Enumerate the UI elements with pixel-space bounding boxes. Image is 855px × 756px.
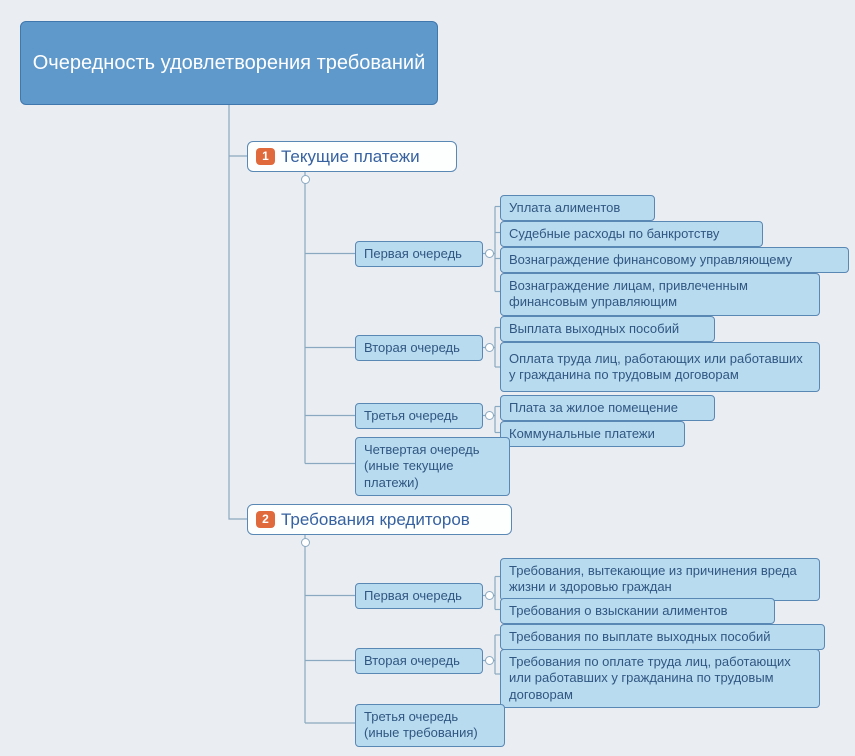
item-node: Плата за жилое помещение — [500, 395, 715, 421]
queue-label: Третья очередь — [364, 408, 458, 424]
item-label: Вознаграждение финансовому управляющему — [509, 252, 792, 268]
queue-label: Вторая очередь — [364, 653, 460, 669]
item-node: Коммунальные платежи — [500, 421, 685, 447]
queue-label: Вторая очередь — [364, 340, 460, 356]
collapse-handle[interactable] — [485, 656, 494, 665]
item-node: Уплата алиментов — [500, 195, 655, 221]
item-node: Вознаграждение лицам, привлеченным финан… — [500, 273, 820, 316]
item-node: Оплата труда лиц, работающих или работав… — [500, 342, 820, 392]
queue-node[interactable]: Четвертая очередь (иные текущие платежи) — [355, 437, 510, 496]
item-node: Требования по выплате выходных пособий — [500, 624, 825, 650]
queue-node[interactable]: Вторая очередь — [355, 648, 483, 674]
queue-label: Первая очередь — [364, 588, 462, 604]
item-label: Судебные расходы по банкротству — [509, 226, 719, 242]
item-label: Оплата труда лиц, работающих или работав… — [509, 351, 811, 384]
item-label: Коммунальные платежи — [509, 426, 655, 442]
section-node[interactable]: 2 Требования кредиторов — [247, 504, 512, 535]
queue-label: Третья очередь (иные требования) — [364, 709, 496, 742]
section-label: Текущие платежи — [281, 146, 420, 167]
queue-node[interactable]: Первая очередь — [355, 241, 483, 267]
item-label: Выплата выходных пособий — [509, 321, 679, 337]
item-node: Требования по оплате труда лиц, работающ… — [500, 649, 820, 708]
queue-node[interactable]: Вторая очередь — [355, 335, 483, 361]
section-badge: 2 — [256, 511, 275, 528]
item-label: Требования о взыскании алиментов — [509, 603, 728, 619]
item-label: Вознаграждение лицам, привлеченным финан… — [509, 278, 811, 311]
section-node[interactable]: 1 Текущие платежи — [247, 141, 457, 172]
queue-node[interactable]: Первая очередь — [355, 583, 483, 609]
item-node: Судебные расходы по банкротству — [500, 221, 763, 247]
item-node: Вознаграждение финансовому управляющему — [500, 247, 849, 273]
item-label: Плата за жилое помещение — [509, 400, 678, 416]
queue-node[interactable]: Третья очередь — [355, 403, 483, 429]
item-label: Требования по выплате выходных пособий — [509, 629, 771, 645]
item-label: Требования по оплате труда лиц, работающ… — [509, 654, 811, 703]
collapse-handle[interactable] — [485, 411, 494, 420]
root-node: Очередность удовлетворения требований — [20, 21, 438, 105]
item-label: Требования, вытекающие из причинения вре… — [509, 563, 811, 596]
queue-label: Первая очередь — [364, 246, 462, 262]
collapse-handle[interactable] — [485, 343, 494, 352]
section-label: Требования кредиторов — [281, 509, 470, 530]
queue-node[interactable]: Третья очередь (иные требования) — [355, 704, 505, 747]
item-label: Уплата алиментов — [509, 200, 620, 216]
collapse-handle[interactable] — [485, 591, 494, 600]
item-node: Выплата выходных пособий — [500, 316, 715, 342]
root-label: Очередность удовлетворения требований — [33, 51, 426, 76]
collapse-handle[interactable] — [485, 249, 494, 258]
section-badge: 1 — [256, 148, 275, 165]
item-node: Требования о взыскании алиментов — [500, 598, 775, 624]
queue-label: Четвертая очередь (иные текущие платежи) — [364, 442, 501, 491]
item-node: Требования, вытекающие из причинения вре… — [500, 558, 820, 601]
collapse-handle[interactable] — [301, 175, 310, 184]
collapse-handle[interactable] — [301, 538, 310, 547]
